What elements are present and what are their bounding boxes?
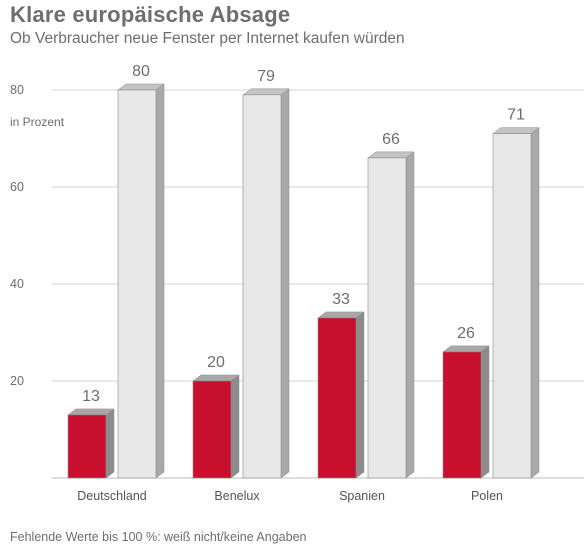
chart-title: Klare europäische Absage	[10, 2, 291, 27]
bar-benelux-series-2	[242, 88, 290, 479]
category-label-deutschland: Deutschland	[77, 489, 147, 503]
bars-layer	[67, 83, 540, 479]
y-tick-labels: 20 40 60 80	[10, 83, 24, 388]
data-label-deutschland-series-2: 80	[132, 63, 150, 80]
footnote: Fehlende Werte bis 100 %: weiß nicht/kei…	[10, 530, 307, 544]
data-label-benelux-series-1: 20	[207, 354, 225, 371]
category-labels: Deutschland Benelux Spanien Polen	[77, 489, 503, 503]
data-label-spanien-series-1: 33	[332, 291, 350, 308]
bar-spanien-series-2	[367, 151, 415, 479]
bar-deutschland-series-1	[67, 408, 115, 479]
bar-polen-series-2	[492, 127, 540, 479]
y-tick-80: 80	[10, 83, 24, 97]
y-tick-20: 20	[10, 374, 24, 388]
data-label-polen-series-1: 26	[457, 325, 475, 342]
data-label-deutschland-series-1: 13	[82, 388, 100, 405]
bar-polen-series-1	[442, 345, 490, 479]
unit-label: in Prozent	[10, 115, 65, 129]
category-label-spanien: Spanien	[339, 489, 385, 503]
bar-spanien-series-1	[317, 311, 365, 479]
y-tick-40: 40	[10, 277, 24, 291]
data-label-polen-series-2: 71	[507, 107, 525, 124]
bar-deutschland-series-2	[117, 83, 165, 479]
category-label-polen: Polen	[471, 489, 503, 503]
data-labels-layer: 13 80 20 79 33 66 26 71	[82, 63, 525, 405]
chart-subtitle: Ob Verbraucher neue Fenster per Internet…	[10, 30, 405, 47]
data-label-benelux-series-2: 79	[257, 68, 275, 85]
y-tick-60: 60	[10, 180, 24, 194]
bar-benelux-series-1	[192, 374, 240, 479]
category-label-benelux: Benelux	[214, 489, 260, 503]
data-label-spanien-series-2: 66	[382, 131, 400, 148]
